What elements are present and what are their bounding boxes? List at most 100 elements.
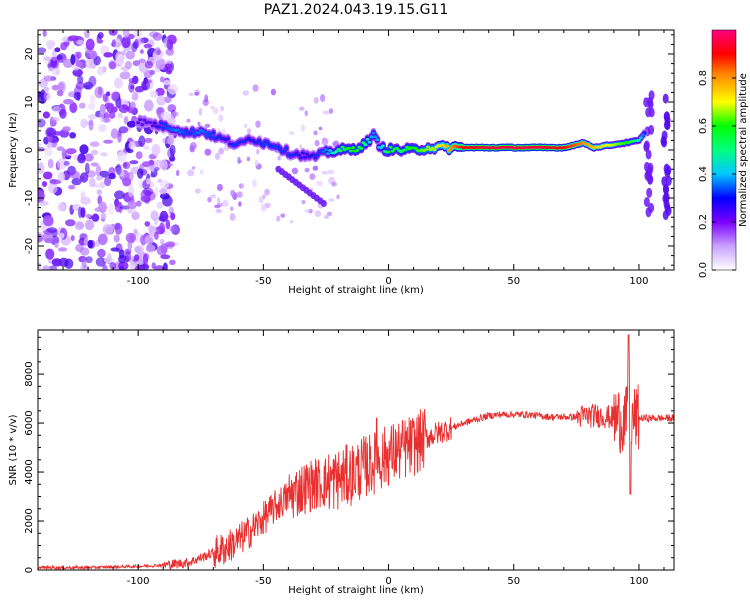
spectrogram-noise-blob — [134, 245, 145, 253]
x-tick-label: -100 — [127, 576, 150, 587]
spectrogram-ridge-core — [246, 137, 251, 140]
spectrogram-noise-blob — [322, 110, 330, 115]
colorbar: 0.0 0.2 0.4 0.6 0.8 Normalized spectral ampl… — [698, 29, 749, 278]
spectrogram-noise-blob — [153, 217, 158, 226]
spectrogram-noise-blob — [243, 123, 248, 128]
colorbar-tick-label: 0.0 — [698, 262, 709, 278]
spectrogram-noise-blob — [214, 152, 221, 160]
spectrogram-noise-blob — [170, 212, 176, 221]
snr-x-label: Height of straight line (km) — [288, 585, 424, 596]
spectrogram-noise-blob — [88, 75, 97, 87]
spectrogram-edge-blob — [663, 198, 670, 209]
spectrogram-ridge-core — [211, 131, 216, 135]
spectrogram-edge-blob — [643, 142, 650, 152]
spectrogram-edge-blob — [663, 163, 670, 174]
spectrogram-noise-blob — [159, 210, 169, 222]
spectrogram-noise-blob — [121, 36, 131, 49]
spectrogram-noise-blob — [191, 166, 196, 170]
spectrogram-noise-blob — [168, 205, 173, 213]
spectrogram-noise-blob — [188, 92, 194, 97]
spectrogram-noise-blob — [255, 120, 261, 128]
spectrogram-ridge-core — [338, 149, 343, 153]
spectrogram-noise-blob — [123, 116, 129, 125]
spectrogram-noise-blob — [95, 257, 107, 267]
spectrogram-ridge-core — [424, 148, 429, 152]
spectrogram-noise-blob — [47, 265, 58, 270]
spectrogram-ridge-core — [351, 146, 356, 150]
spectrogram-ridge-core — [207, 132, 212, 136]
x-tick-label: 0 — [385, 576, 391, 587]
spectrogram-ridge-core — [380, 144, 385, 148]
spectrogram-noise-blob — [229, 213, 236, 221]
spectrogram-noise-blob — [62, 126, 71, 132]
spectrogram-noise-blob — [56, 89, 64, 97]
spectrogram-noise-blob — [242, 90, 249, 96]
spectrogram-noise-blob — [118, 254, 127, 264]
spectrogram-noise-blob — [104, 102, 114, 108]
spectrogram-ridge-core — [140, 123, 145, 126]
x-tick-label: -50 — [255, 576, 271, 587]
spectrogram-ridge-core — [150, 124, 155, 127]
spectrogram-noise-blob — [127, 207, 133, 214]
spectrogram-noise-blob — [176, 169, 180, 177]
spectrogram-noise-blob — [80, 118, 88, 128]
spectrogram-noise-blob — [65, 219, 76, 227]
spectrogram-noise-blob — [43, 86, 50, 92]
spectrogram-noise-blob — [144, 221, 151, 227]
spectrogram-noise-blob — [110, 128, 119, 139]
spectrogram-noise-blob — [98, 201, 107, 213]
spectrogram-noise-blob — [84, 153, 94, 162]
spectrogram-noise-blob — [124, 255, 130, 263]
spectrogram-edge-blob — [648, 124, 655, 135]
spectrogram-noise-blob — [46, 127, 57, 137]
spectrogram-noise-blob — [91, 149, 99, 156]
spectrogram-noise-blob — [79, 172, 89, 183]
spectrogram-noise-blob — [94, 86, 104, 99]
spectrogram-noise-blob — [159, 76, 165, 83]
colorbar-ticks: 0.0 0.2 0.4 0.6 0.8 — [698, 70, 736, 278]
spectrogram-noise-blob — [43, 91, 51, 101]
spectrogram-noise-blob — [143, 79, 152, 84]
spectrogram-noise-blob — [69, 102, 78, 114]
spectrogram-noise-blob — [136, 200, 142, 207]
spectrogram-ridge-core — [642, 131, 647, 135]
spectrogram-noise-blob — [328, 198, 335, 202]
spectrogram-noise-blob — [169, 225, 177, 232]
spectrogram-ridge-core — [190, 128, 195, 132]
spectrogram-noise-blob — [131, 211, 140, 221]
y-tick-label: 20 — [24, 48, 35, 61]
spectrogram-ridge-core — [142, 118, 147, 122]
spectrogram-noise-blob — [84, 30, 90, 39]
spectrogram-noise-blob — [260, 203, 267, 212]
spectrogram-noise-blob — [154, 186, 159, 197]
x-tick-label: 100 — [629, 576, 648, 587]
spectrogram-edge-blob — [646, 96, 653, 107]
spectrogram-noise-blob — [96, 39, 104, 44]
spectrogram-noise-blob — [77, 154, 86, 164]
spectrogram-noise-blob — [85, 256, 93, 264]
spectrogram-noise-blob — [96, 175, 103, 181]
colorbar-gradient — [711, 29, 737, 271]
spectrogram-ridge-core — [355, 148, 360, 152]
spectrogram-edge-blob — [646, 187, 653, 198]
spectrogram-noise-blob — [240, 183, 244, 189]
spectrogram-noise-blob — [114, 77, 123, 89]
spectrogram-ridge-core — [328, 149, 333, 152]
spectrogram-noise-blob — [186, 118, 191, 123]
spectrogram-noise-blob — [38, 162, 45, 174]
spectrogram-noise-blob — [68, 35, 79, 41]
spectrogram-ridge-core — [196, 131, 201, 135]
x-tick-label: 50 — [507, 576, 520, 587]
y-tick-label: -20 — [24, 238, 35, 254]
spectrogram-noise-blob — [134, 254, 140, 262]
spectrogram-noise-blob — [38, 200, 49, 206]
spectrogram-ridge-core — [361, 141, 366, 145]
spectrogram-noise-blob — [51, 258, 63, 267]
spectrogram-noise-blob — [90, 162, 99, 167]
spectrogram-noise-blob — [159, 192, 170, 200]
spectrogram-noise-blob — [262, 194, 266, 200]
spectrogram-noise-blob — [84, 162, 90, 174]
spectrogram-ridge-core — [365, 137, 370, 141]
spectrogram-noise-blob — [78, 102, 86, 109]
spectrogram-noise-blob — [204, 148, 212, 156]
